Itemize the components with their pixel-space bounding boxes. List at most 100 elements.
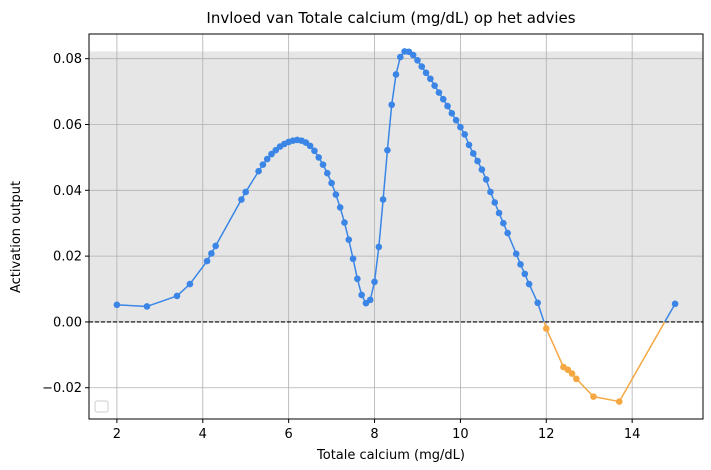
data-point [332,191,340,198]
plot-area: 2 4 6 8 10 12 14 −0.02 0.00 0.02 0.04 0.06 0.08 [42,33,704,442]
data-point [478,166,486,173]
series-segment [352,258,359,279]
x-tick-label: 12 [538,427,555,442]
data-point [143,303,151,310]
data-point [358,291,365,299]
y-tick-label: 0.04 [53,184,82,199]
data-point [349,255,357,263]
data-point [263,155,271,163]
y-tick-label: 0.00 [53,315,82,330]
series-segment [116,304,148,308]
chart-title: Invloed van Totale calcium (mg/dL) op he… [206,9,575,27]
data-point [371,278,378,286]
series-segment [386,104,393,151]
x-tick-label: 8 [370,427,378,442]
series-segment [593,395,620,403]
data-point [495,209,503,217]
data-point [491,199,499,206]
data-point [242,188,250,196]
data-point [452,116,460,124]
data-point [521,270,529,278]
data-point [465,141,473,149]
data-point [388,101,396,109]
x-tick-label: 14 [624,427,641,442]
data-point [366,296,374,304]
data-point [431,82,438,89]
data-point [469,150,477,157]
axes-frame [88,33,704,420]
data-point [517,261,524,268]
series-segment [536,302,545,323]
data-point [345,236,353,243]
data-point [534,299,541,307]
data-point [392,71,400,78]
data-point [212,242,219,250]
data-point [259,161,267,168]
y-axis-label: Activation output [9,181,24,293]
data-point [482,176,490,183]
data-point [384,146,391,154]
x-tick-label: 6 [285,427,293,442]
data-point [336,204,344,211]
series-segment [245,170,260,193]
series-segment [378,199,384,247]
data-point [504,229,511,237]
data-point [457,123,464,131]
series-segment [390,74,397,105]
data-point [255,167,262,175]
series-segment [575,378,595,398]
data-point [354,275,361,283]
series-segment [528,283,539,304]
data-point [474,157,481,165]
data-point [173,292,181,300]
data-point [375,243,383,251]
series-segment [545,328,565,368]
data-point [422,69,430,77]
x-tick-label: 10 [452,427,469,442]
y-tick-label: 0.08 [53,52,82,67]
data-point [448,110,456,117]
series-segment [146,295,178,308]
data-point [268,150,275,158]
data-point [396,53,404,61]
data-point [409,51,417,59]
series-segment [215,199,243,247]
series-segment [189,260,208,285]
data-point [439,95,447,103]
data-point [186,280,194,288]
data-point [341,219,348,226]
series-segment [618,321,666,402]
series-segment [664,303,676,323]
series-segment [373,246,380,282]
data-point [542,325,550,332]
series-segment [382,150,389,200]
data-point [306,142,314,150]
x-axis-label: Totale calcium (mg/dL) [316,448,465,463]
data-point [435,89,443,96]
data-point [315,154,323,161]
data-point [319,161,327,168]
y-tick-label: −0.02 [42,381,82,396]
data-point [113,301,121,309]
legend-box [94,400,109,413]
data-point [564,366,572,373]
y-tick-label: 0.06 [53,118,82,133]
data-point [500,219,507,227]
data-point [328,179,335,187]
data-point [671,300,679,308]
data-point [590,393,597,400]
data-point [615,398,623,405]
data-point [525,280,533,288]
data-point [487,188,494,196]
series-segment [506,232,517,255]
data-point [418,63,426,70]
data-point [461,131,468,138]
data-point [568,370,576,377]
x-tick-label: 2 [113,427,121,442]
data-point [379,196,387,203]
data-point [512,250,520,258]
data-point [444,102,451,110]
data-point [414,57,421,64]
data-point [324,169,331,177]
